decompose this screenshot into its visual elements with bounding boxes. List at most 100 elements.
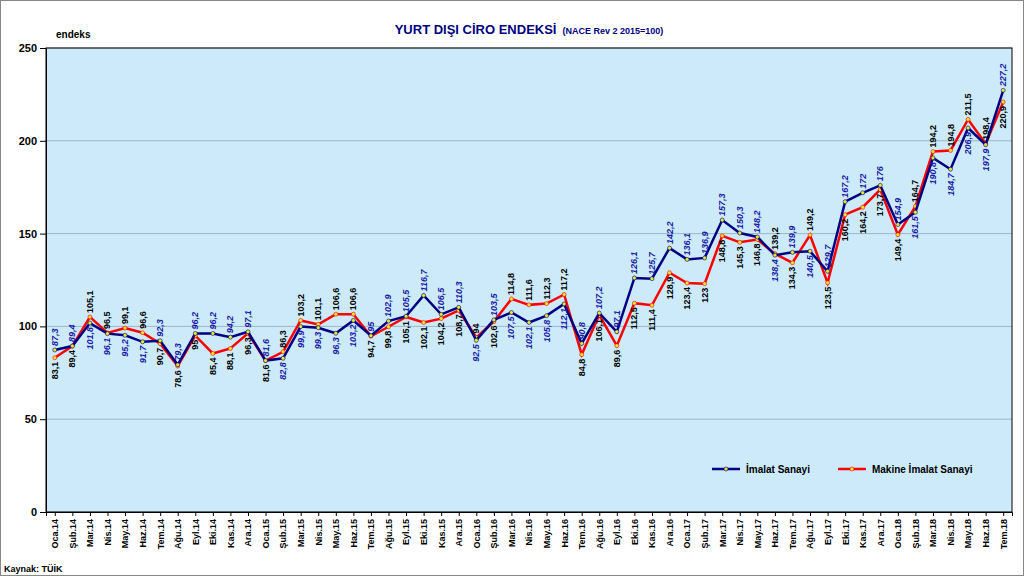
x-tick: Eki.14 (208, 512, 218, 545)
data-label: 206,9 (963, 132, 973, 156)
x-tick-mark (792, 512, 793, 516)
data-label: 136,9 (700, 231, 710, 254)
x-tick-label: Ara.14 (243, 519, 253, 547)
legend-marker (724, 467, 728, 471)
x-tick: Eyl.14 (191, 512, 201, 545)
x-tick-mark (547, 512, 548, 516)
data-label: 148,8 (717, 240, 727, 263)
data-label: 102,9 (383, 294, 393, 317)
series-marker (386, 325, 390, 329)
x-tick-label: Haz.17 (770, 519, 780, 548)
legend-swatch (712, 468, 740, 471)
data-label: 160,2 (840, 219, 850, 242)
x-tick-mark (652, 512, 653, 516)
x-tick-mark (213, 512, 214, 516)
data-label: 101,1 (313, 298, 323, 321)
data-label: 89,4 (67, 325, 77, 343)
data-label: 89,4 (67, 350, 77, 368)
x-tick-label: Eyl.16 (612, 519, 622, 545)
x-tick-mark (301, 512, 302, 516)
title: YURT DIŞI CİRO ENDEKSİ (395, 22, 557, 37)
x-tick-mark (933, 512, 934, 516)
x-tick: Tem.17 (788, 512, 798, 549)
data-label: 94,2 (225, 316, 235, 334)
x-tick: Oca.18 (893, 512, 903, 549)
x-tick-mark (951, 512, 952, 516)
data-label: 95 (366, 321, 376, 332)
y-tick: 100 (19, 320, 46, 332)
x-tick-label: Ağu.17 (805, 519, 815, 549)
y-tick-mark (40, 141, 46, 142)
series-marker (632, 276, 636, 280)
series-marker (896, 223, 900, 227)
x-tick: Ara.15 (454, 512, 464, 547)
x-tick: Şub.17 (700, 512, 710, 549)
x-tick-label: Mar.15 (296, 519, 306, 547)
data-label: 106,6 (348, 288, 358, 311)
y-tick: 250 (19, 42, 46, 54)
series-marker (966, 126, 970, 130)
data-label: 82,8 (278, 362, 288, 380)
plot-area (46, 48, 1012, 512)
plot-frame (46, 48, 1012, 512)
x-tick: Nis.18 (946, 512, 956, 546)
data-label: 126,1 (629, 251, 639, 274)
x-tick-label: Haz.15 (349, 519, 359, 548)
data-label: 87,3 (50, 328, 60, 346)
x-tick-label: Nis.16 (524, 519, 534, 546)
series-marker (404, 314, 408, 318)
y-tick: 50 (25, 413, 46, 425)
x-tick-label: Şub.14 (68, 519, 78, 549)
x-tick: Haz.15 (349, 512, 359, 548)
x-axis-line (47, 513, 1013, 517)
series-marker (105, 332, 109, 336)
x-tick: Mar.17 (718, 512, 728, 547)
x-tick: May.16 (542, 512, 552, 548)
x-tick: Eki.15 (419, 512, 429, 545)
data-label: 96,2 (208, 312, 218, 330)
series-marker (632, 301, 636, 305)
series-marker (141, 331, 145, 335)
data-label: 176 (875, 165, 885, 181)
series-marker (597, 311, 601, 315)
x-tick: Mar.16 (507, 512, 517, 547)
data-label: 86,3 (278, 330, 288, 348)
legend-swatch (838, 468, 866, 471)
series-marker (316, 326, 320, 330)
series-marker (123, 326, 127, 330)
data-label: 81,6 (261, 338, 271, 357)
x-tick: Haz.18 (981, 512, 991, 548)
series-marker (668, 271, 672, 275)
data-label: 102,6 (489, 326, 499, 349)
series-marker (861, 191, 865, 195)
data-label: 96,3 (331, 337, 341, 355)
x-tick-mark (880, 512, 881, 516)
data-label: 97,1 (612, 310, 622, 328)
series-marker (299, 318, 303, 322)
data-label: 96,5 (102, 311, 112, 329)
data-label: 106,1 (594, 319, 604, 342)
x-tick-label: Kas.17 (858, 519, 868, 548)
x-tick-mark (353, 512, 354, 516)
series-marker (703, 282, 707, 286)
data-label: 105,1 (401, 321, 411, 344)
x-axis: Oca.14Şub.14Mar.14Nis.14May.14Haz.14Tem.… (47, 512, 1013, 549)
x-tick-label: Haz.16 (560, 519, 570, 548)
x-tick-label: Eyl.15 (401, 519, 411, 545)
x-tick-label: Tem.15 (366, 519, 376, 549)
data-label: 111,6 (524, 279, 534, 301)
data-label: 173,7 (875, 194, 885, 217)
data-label: 194,8 (946, 124, 956, 147)
series-marker (228, 346, 232, 350)
x-tick-mark (670, 512, 671, 516)
data-label: 107,2 (594, 287, 604, 310)
x-tick-label: Ara.17 (876, 519, 886, 547)
legend-label: Makine İmalat Sanayi (872, 463, 973, 475)
x-tick-label: Nis.17 (735, 519, 745, 546)
series-marker (790, 250, 794, 254)
series-marker (966, 117, 970, 121)
x-tick-mark (722, 512, 723, 516)
x-tick-mark (986, 512, 987, 516)
x-tick: Oca.16 (472, 512, 482, 549)
y-tick-mark (40, 234, 46, 235)
